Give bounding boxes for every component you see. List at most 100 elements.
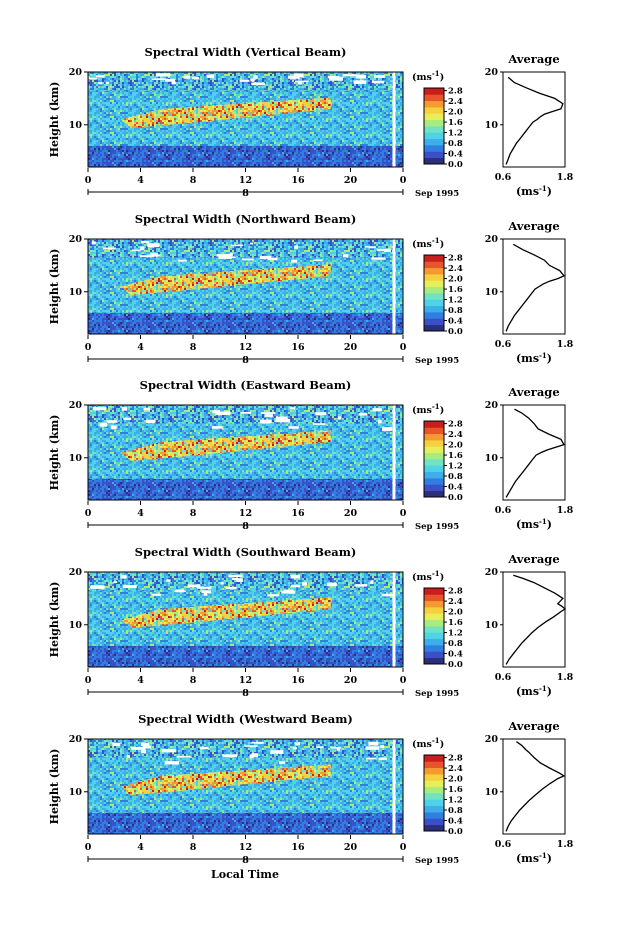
missing-data-gap	[313, 259, 323, 262]
heatmap	[88, 239, 403, 334]
missing-data-gap	[380, 745, 385, 748]
missing-data-gap	[220, 581, 224, 585]
missing-data-gap	[384, 248, 391, 252]
profile-title: Average	[507, 52, 559, 66]
colorbar-unit: (ms-1)	[412, 569, 444, 583]
colorbar: (ms-1) 2.82.42.01.61.20.80.40.0	[412, 736, 463, 837]
colorbar-swatch	[424, 645, 444, 652]
x-tick-label: 20	[344, 175, 358, 186]
colorbar-tick-label: 0.0	[448, 827, 463, 837]
colorbar-tick-label: 2.8	[448, 254, 463, 264]
missing-data-gap	[176, 755, 191, 758]
profile-x-tick-label: 1.8	[557, 505, 574, 516]
colorbar-swatch	[424, 318, 444, 326]
colorbar-unit: (ms-1)	[412, 69, 444, 83]
colorbar-tick-label: 2.4	[448, 97, 463, 107]
x-tick-label: 8	[190, 342, 197, 353]
missing-data-gap	[275, 418, 291, 423]
missing-data-gap	[369, 246, 376, 249]
x-tick-label: 0	[85, 342, 92, 353]
colorbar-swatch	[424, 613, 444, 621]
y-tick-label: 10	[69, 453, 83, 464]
colorbar-swatch	[424, 484, 444, 492]
missing-data-gap	[120, 575, 127, 579]
colorbar-swatch	[424, 626, 444, 633]
missing-data-gap	[110, 425, 117, 430]
missing-data-gap	[131, 249, 141, 252]
missing-data-gap	[260, 412, 276, 415]
colorbar-swatch	[424, 805, 444, 813]
y-axis-label: Height (km)	[48, 749, 61, 825]
y-axis-label: Height (km)	[48, 249, 61, 325]
heatmap-frame	[87, 571, 404, 668]
missing-data-gap	[143, 407, 150, 411]
y-axis-label: Height (km)	[48, 82, 61, 158]
missing-data-gap	[259, 419, 272, 424]
colorbar-tick-label: 1.2	[448, 129, 463, 139]
x-tick-label: 8	[190, 842, 197, 853]
colorbar: (ms-1) 2.82.42.01.61.20.80.40.0	[412, 236, 463, 337]
colorbar-tick-label: 2.0	[448, 775, 463, 785]
missing-data-gap	[142, 745, 152, 749]
colorbar-swatch	[424, 459, 444, 466]
missing-data-gap	[330, 746, 342, 749]
profile-y-tick-label: 10	[485, 287, 499, 298]
missing-data-gap	[295, 742, 300, 746]
missing-data-gap	[199, 746, 209, 750]
missing-data-gap	[140, 742, 150, 746]
colorbar-tick-label: 1.6	[448, 451, 463, 461]
colorbar-swatch	[424, 267, 444, 275]
panel-title: Spectral Width (Eastward Beam)	[140, 378, 352, 392]
missing-data-gap	[342, 74, 357, 77]
heatmap-frame	[87, 71, 404, 168]
missing-data-gap	[95, 75, 105, 78]
colorbar-swatch	[424, 299, 444, 307]
x-tick-label: 4	[137, 175, 144, 186]
missing-data-gap	[355, 74, 366, 79]
x-tick-label: 20	[344, 342, 358, 353]
missing-data-gap	[267, 257, 278, 261]
profile-x-tick-label: 0.6	[495, 505, 512, 516]
colorbar-tick-label: 1.2	[448, 296, 463, 306]
x-tick-label: 20	[344, 842, 358, 853]
missing-data-gap	[175, 589, 185, 593]
colorbar-tick-label: 0.4	[448, 650, 463, 660]
colorbar-swatch	[424, 465, 444, 473]
missing-data-gap	[92, 406, 107, 411]
missing-data-gap	[126, 754, 130, 758]
colorbar-tick-label: 0.0	[448, 493, 463, 503]
missing-data-gap	[267, 594, 280, 597]
heatmap	[88, 572, 403, 667]
colorbar-tick-label: 0.4	[448, 150, 463, 160]
colorbar-swatch	[424, 440, 444, 447]
colorbar-swatch	[424, 274, 444, 281]
date-label: Sep 1995	[415, 689, 459, 699]
missing-data-gap	[302, 582, 308, 586]
colorbar-tick-label: 0.4	[448, 483, 463, 493]
x-tick-label: 0	[85, 508, 92, 519]
date-label: Sep 1995	[415, 189, 459, 199]
missing-data-gap	[105, 81, 109, 85]
colorbar: (ms-1) 2.82.42.01.61.20.80.40.0	[412, 402, 463, 503]
missing-data-gap	[151, 593, 162, 596]
colorbar-tick-label: 1.6	[448, 785, 463, 795]
profile-x-tick-label: 1.8	[557, 672, 574, 683]
missing-data-gap	[88, 77, 98, 80]
colorbar-tick-label: 2.4	[448, 597, 463, 607]
colorbar-swatch	[424, 812, 444, 819]
colorbar-swatch	[424, 471, 444, 479]
missing-data-column	[392, 739, 396, 834]
missing-data-gap	[253, 75, 258, 79]
colorbar-swatch	[424, 107, 444, 114]
colorbar-swatch	[424, 433, 444, 441]
missing-data-gap	[121, 406, 128, 411]
heatmap-lower	[88, 812, 403, 834]
colorbar-tick-label: 0.0	[448, 327, 463, 337]
missing-data-gap	[354, 584, 367, 587]
colorbar-swatch	[424, 767, 444, 775]
missing-data-gap	[378, 757, 387, 761]
missing-data-gap	[371, 80, 385, 83]
profile-y-tick-label: 20	[485, 400, 499, 411]
heatmap-enhanced-band	[120, 97, 331, 128]
panel-4: Spectral Width (Westward Beam) 20 10 Height…	[48, 712, 574, 866]
